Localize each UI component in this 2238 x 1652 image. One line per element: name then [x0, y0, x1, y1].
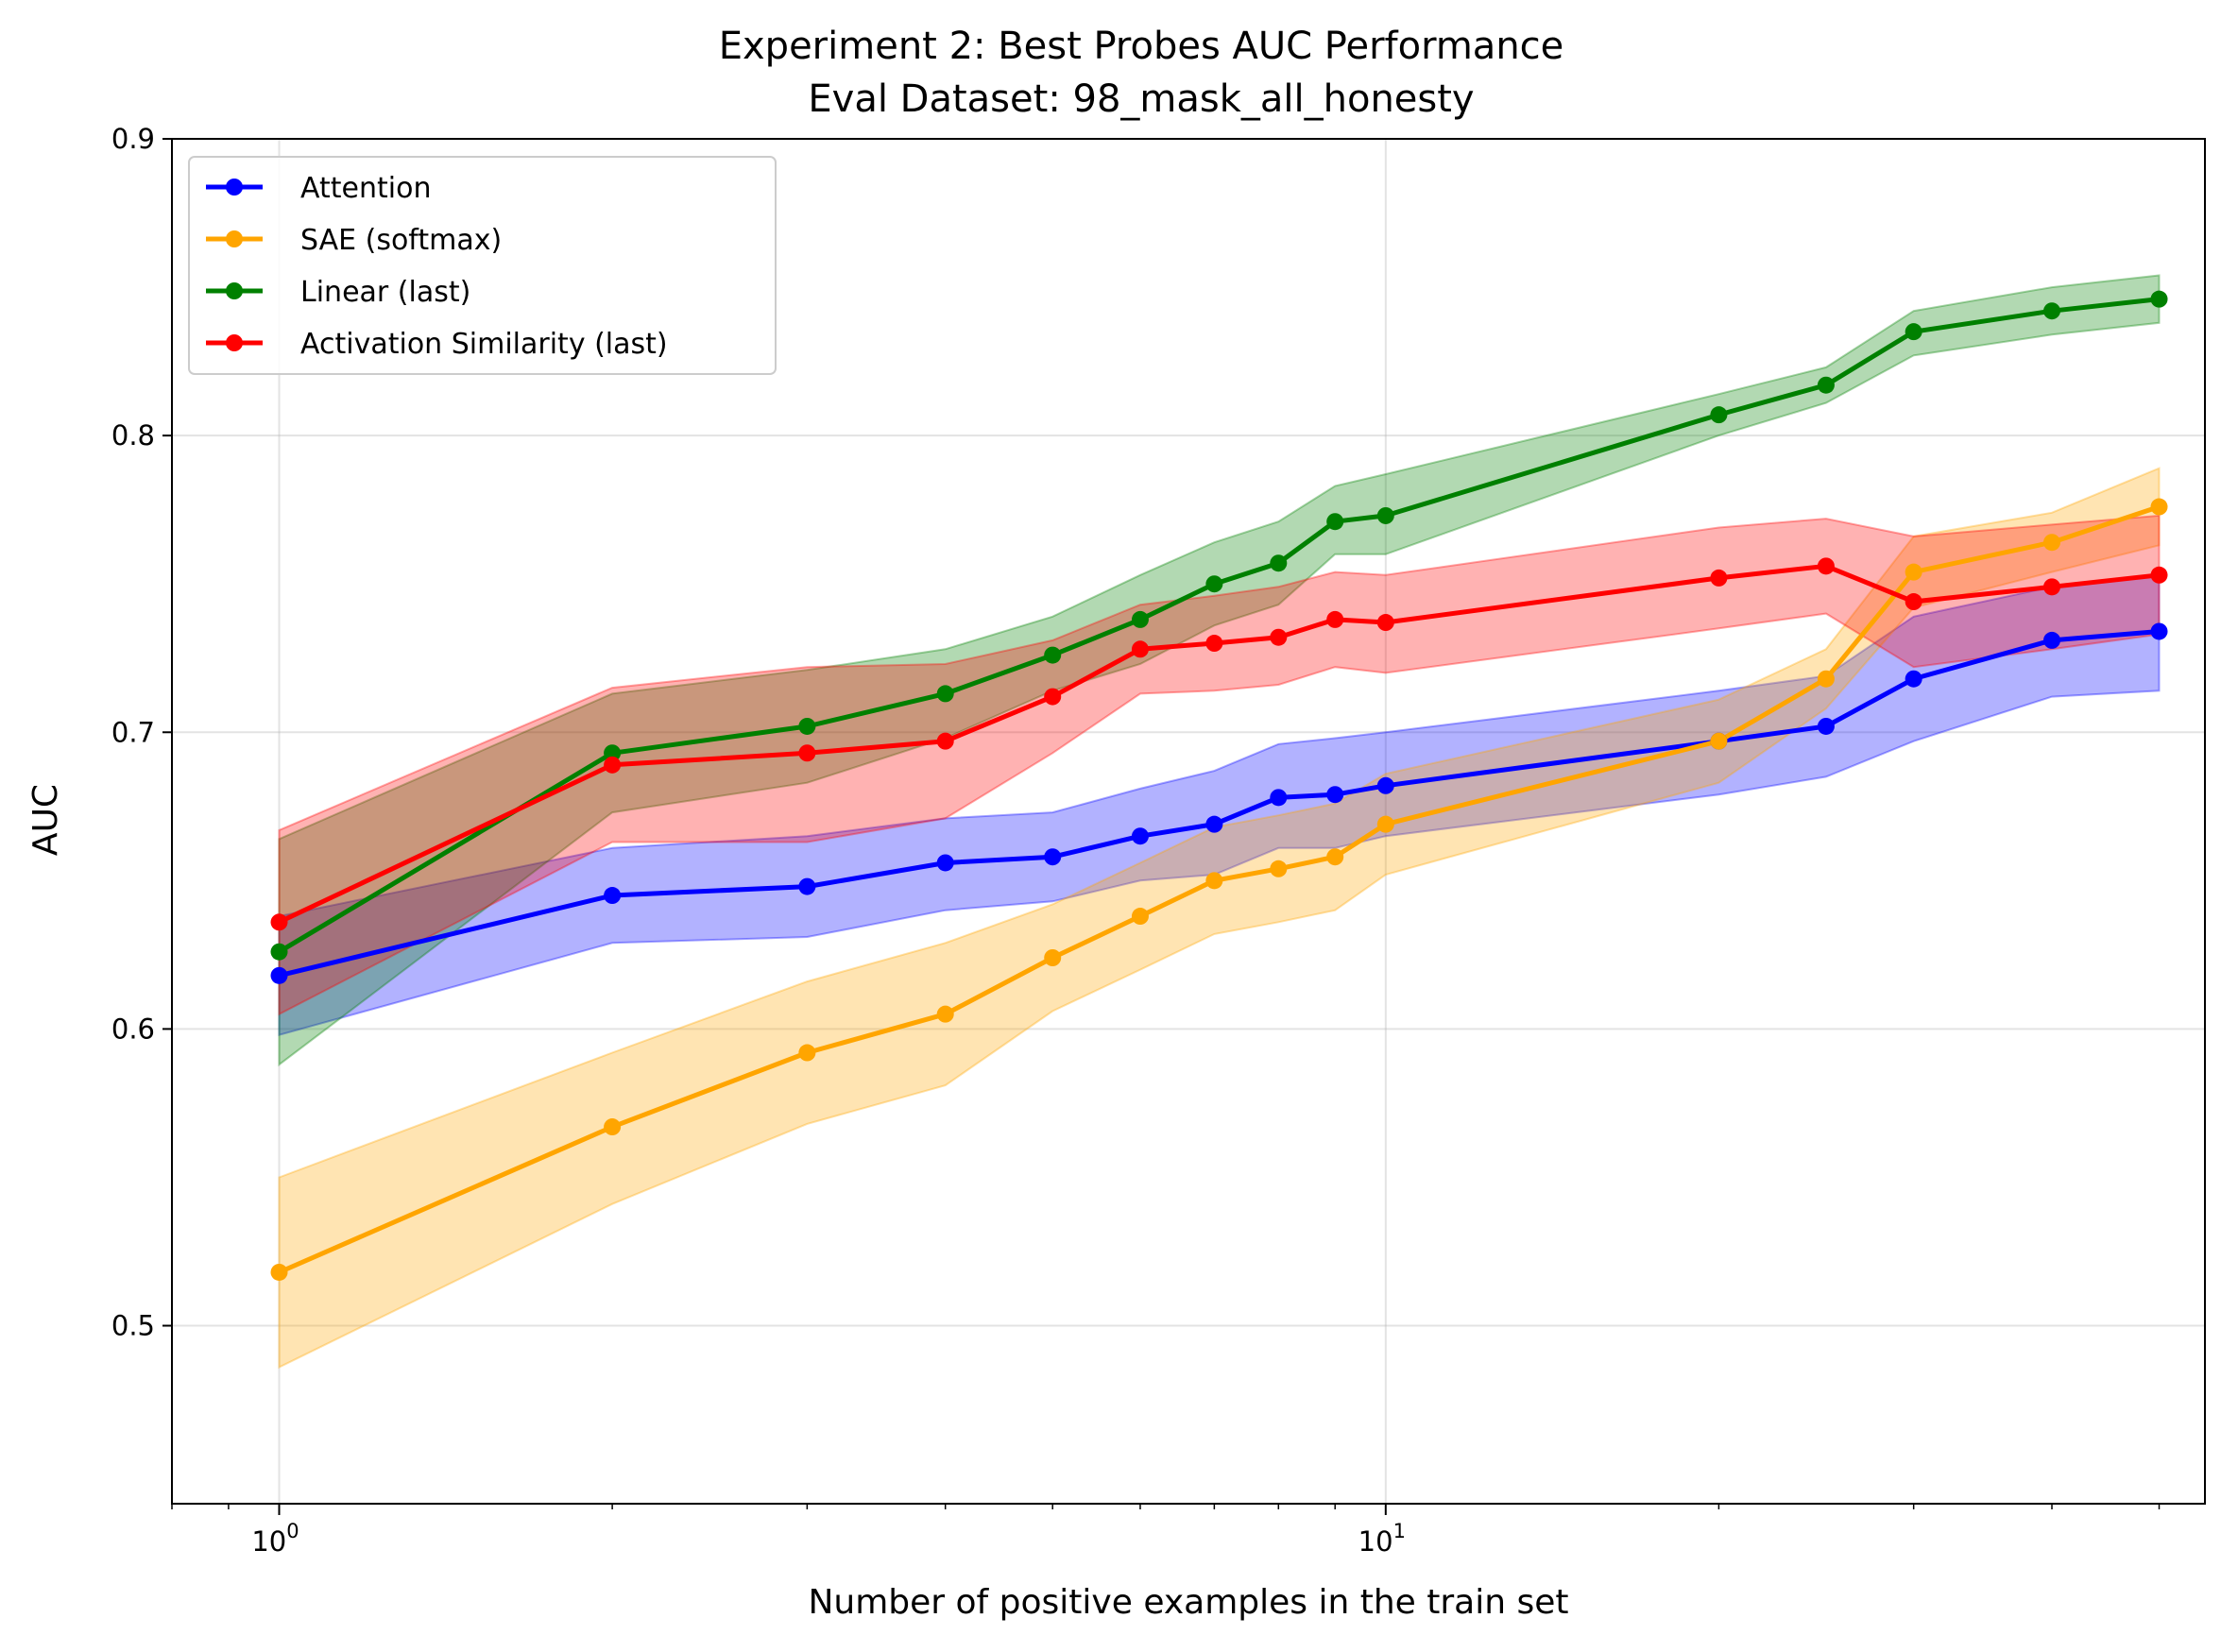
point-attention: [1905, 670, 1922, 688]
point-activation-similarity-last: [2150, 566, 2168, 584]
series-points: [270, 290, 2168, 1281]
point-attention: [2150, 622, 2168, 640]
point-linear-last: [936, 685, 954, 703]
point-sae-softmax: [2150, 498, 2168, 516]
point-sae-softmax: [1376, 815, 1394, 833]
point-activation-similarity-last: [1270, 628, 1288, 646]
y-tick-label: 0.5: [111, 1310, 155, 1342]
point-activation-similarity-last: [1326, 610, 1344, 628]
point-activation-similarity-last: [1376, 614, 1394, 632]
point-sae-softmax: [1205, 872, 1223, 890]
point-linear-last: [2150, 290, 2168, 308]
legend-swatch-marker: [226, 179, 243, 196]
point-sae-softmax: [270, 1263, 288, 1281]
legend-label: SAE (softmax): [300, 224, 502, 257]
point-linear-last: [1710, 406, 1728, 424]
chart-title: Experiment 2: Best Probes AUC Performanc…: [719, 25, 1564, 68]
x-tick-label: 101: [1358, 1520, 1406, 1558]
legend-swatch-marker: [226, 230, 243, 247]
point-activation-similarity-last: [1817, 557, 1835, 575]
point-activation-similarity-last: [2043, 578, 2061, 596]
x-tick-exponent: 1: [1393, 1520, 1406, 1542]
point-linear-last: [1205, 575, 1223, 593]
point-linear-last: [1376, 506, 1394, 524]
point-sae-softmax: [1270, 860, 1288, 877]
point-attention: [1817, 717, 1835, 735]
y-tick-label: 0.9: [111, 123, 155, 155]
x-tick-base: 10: [1358, 1525, 1393, 1558]
legend-label: Linear (last): [300, 276, 470, 309]
point-activation-similarity-last: [1905, 593, 1922, 611]
point-activation-similarity-last: [1044, 688, 1062, 706]
point-attention: [270, 966, 288, 984]
band-attention: [278, 573, 2161, 1037]
band-sae-softmax: [278, 467, 2161, 1370]
point-linear-last: [1270, 554, 1288, 572]
point-sae-softmax: [604, 1118, 622, 1136]
point-linear-last: [1905, 323, 1922, 341]
legend-entry-attention: Attention: [206, 172, 431, 205]
point-linear-last: [798, 717, 816, 735]
point-sae-softmax: [1044, 949, 1062, 966]
point-attention: [1326, 786, 1344, 804]
point-linear-last: [604, 744, 622, 762]
point-attention: [2043, 631, 2061, 649]
legend-label: Attention: [300, 172, 431, 205]
point-attention: [936, 854, 954, 872]
point-sae-softmax: [2043, 534, 2061, 552]
point-attention: [604, 887, 622, 905]
point-linear-last: [1044, 646, 1062, 664]
legend-swatch-marker: [226, 282, 243, 299]
point-activation-similarity-last: [1710, 569, 1728, 587]
point-activation-similarity-last: [604, 756, 622, 774]
x-tick-label: 100: [251, 1520, 299, 1558]
y-tick-label: 0.6: [111, 1013, 155, 1045]
x-axis-label: Number of positive examples in the train…: [808, 1583, 1568, 1622]
point-activation-similarity-last: [1205, 635, 1223, 653]
point-linear-last: [1131, 610, 1149, 628]
point-sae-softmax: [936, 1005, 954, 1023]
y-axis-label: AUC: [26, 784, 65, 856]
legend-entry-sae-softmax: SAE (softmax): [206, 224, 502, 257]
point-sae-softmax: [1710, 732, 1728, 750]
point-activation-similarity-last: [798, 744, 816, 762]
point-linear-last: [1326, 513, 1344, 531]
plot-frame: [171, 138, 2206, 1505]
legend-box: [188, 156, 777, 375]
point-activation-similarity-last: [1131, 640, 1149, 658]
point-attention: [1131, 827, 1149, 845]
point-linear-last: [1817, 376, 1835, 394]
point-attention: [1270, 789, 1288, 807]
chart-subtitle: Eval Dataset: 98_mask_all_honesty: [808, 77, 1474, 121]
x-tick-base: 10: [251, 1525, 286, 1558]
point-sae-softmax: [1326, 848, 1344, 866]
point-attention: [1044, 848, 1062, 866]
point-sae-softmax: [1905, 563, 1922, 581]
legend-entry-linear-last: Linear (last): [206, 276, 470, 309]
legend-entry-activation-similarity-last: Activation Similarity (last): [206, 328, 668, 361]
point-activation-similarity-last: [936, 732, 954, 750]
y-tick-label: 0.7: [111, 716, 155, 748]
legend-swatch-marker: [226, 334, 243, 351]
x-tick-exponent: 0: [286, 1520, 299, 1542]
point-sae-softmax: [1131, 908, 1149, 926]
y-tick-label: 0.8: [111, 419, 155, 451]
point-linear-last: [2043, 302, 2061, 320]
legend: Attention SAE (softmax) Linear (last) Activ…: [188, 156, 777, 375]
point-sae-softmax: [1817, 670, 1835, 688]
point-attention: [1205, 815, 1223, 833]
point-attention: [1376, 776, 1394, 794]
point-sae-softmax: [798, 1044, 816, 1062]
point-attention: [798, 877, 816, 895]
point-activation-similarity-last: [270, 913, 288, 931]
legend-label: Activation Similarity (last): [300, 328, 668, 361]
point-linear-last: [270, 943, 288, 961]
